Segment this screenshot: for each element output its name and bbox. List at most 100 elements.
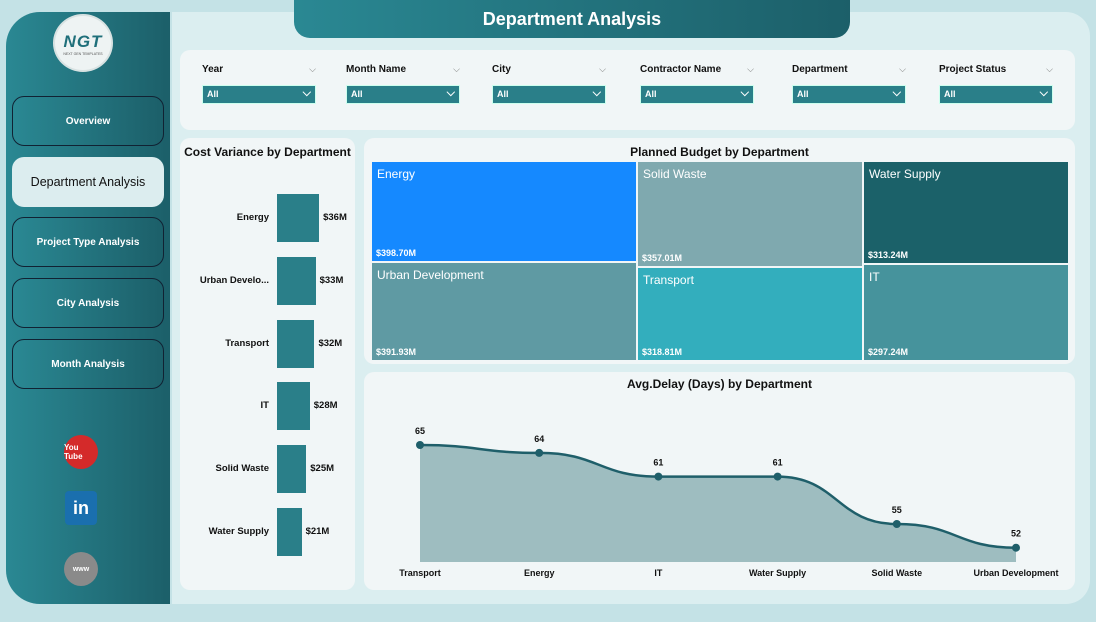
- bar[interactable]: [277, 508, 302, 556]
- filter-dropdown[interactable]: All ⌵: [202, 85, 316, 104]
- filter-dropdown[interactable]: All ⌵: [792, 85, 906, 104]
- dropdown-value: All: [645, 89, 657, 99]
- data-point[interactable]: [892, 520, 901, 528]
- chevron-down-icon: ⌵: [892, 87, 901, 99]
- bar-label: Urban Develo...: [199, 274, 269, 286]
- bar-label: Solid Waste: [215, 463, 270, 475]
- x-tick-label: Urban Development: [973, 568, 1058, 578]
- x-tick-label: Water Supply: [749, 568, 806, 578]
- tile-value: $357.01M: [642, 253, 683, 263]
- chevron-down-icon[interactable]: ⌵: [747, 64, 754, 74]
- treemap-tile[interactable]: Water Supply $313.24M: [864, 162, 1068, 263]
- filter-panel: [180, 50, 1075, 130]
- series-line: [419, 443, 1017, 549]
- chevron-down-icon[interactable]: ⌵: [309, 64, 316, 74]
- chevron-down-icon: ⌵: [302, 87, 311, 99]
- dropdown-value: All: [351, 89, 363, 99]
- data-label: 64: [534, 434, 544, 444]
- dropdown-value: All: [207, 89, 219, 99]
- bar[interactable]: [277, 319, 315, 368]
- x-tick-label: Energy: [524, 568, 555, 578]
- data-label: 61: [773, 458, 783, 468]
- data-label: 52: [1011, 529, 1021, 539]
- chevron-down-icon[interactable]: ⌵: [1046, 64, 1053, 74]
- tile-value: $313.24M: [868, 250, 909, 260]
- filter-label: Department: [792, 64, 848, 75]
- filter-label: Year: [202, 64, 224, 75]
- bar[interactable]: [277, 445, 307, 494]
- x-tick-label: IT: [654, 568, 663, 578]
- chevron-down-icon[interactable]: ⌵: [453, 64, 460, 74]
- dropdown-value: All: [497, 89, 509, 99]
- chevron-down-icon[interactable]: ⌵: [899, 64, 906, 74]
- chart-title: Cost Variance by Department: [184, 145, 351, 159]
- x-tick-label: Solid Waste: [871, 568, 922, 578]
- data-point[interactable]: [654, 472, 663, 481]
- treemap-tile[interactable]: Energy $398.70M: [372, 162, 636, 261]
- nav-project-type-analysis[interactable]: Project Type Analysis: [12, 217, 164, 267]
- tile-name: IT: [869, 270, 880, 284]
- logo-subtitle: NEXT GEN TEMPLATES: [63, 52, 103, 56]
- nav-month-analysis[interactable]: Month Analysis: [12, 339, 164, 389]
- x-tick-label: Transport: [399, 568, 441, 578]
- tile-value: $318.81M: [642, 347, 683, 357]
- globe-icon[interactable]: www: [64, 552, 98, 586]
- filter-city: City ⌵ All ⌵: [492, 64, 606, 104]
- chevron-down-icon: ⌵: [1039, 87, 1048, 99]
- filter-dropdown[interactable]: All ⌵: [346, 85, 460, 104]
- data-label: 55: [892, 505, 902, 515]
- bar[interactable]: [277, 256, 316, 305]
- filter-dropdown[interactable]: All ⌵: [939, 85, 1053, 104]
- youtube-icon[interactable]: You Tube: [64, 435, 98, 469]
- cost-variance-panel: Cost Variance by Department Energy $36M Ur…: [180, 138, 355, 590]
- bar-label: IT: [260, 400, 269, 412]
- chevron-down-icon[interactable]: ⌵: [599, 64, 606, 74]
- bar-value: $36M: [323, 212, 347, 223]
- logo: NGT NEXT GEN TEMPLATES: [53, 14, 113, 72]
- filter-dropdown[interactable]: All ⌵: [492, 85, 606, 104]
- chevron-down-icon: ⌵: [740, 87, 749, 99]
- filter-contractor-name: Contractor Name ⌵ All ⌵: [640, 64, 754, 104]
- data-point[interactable]: [535, 448, 544, 457]
- filter-label: City: [492, 64, 511, 75]
- tile-name: Water Supply: [869, 167, 941, 181]
- treemap-tile[interactable]: Urban Development $391.93M: [372, 263, 636, 360]
- filter-label: Month Name: [346, 64, 406, 75]
- data-label: 61: [653, 458, 663, 468]
- tile-name: Solid Waste: [643, 167, 707, 181]
- data-point[interactable]: [1012, 543, 1020, 552]
- area-fill: [420, 445, 1016, 562]
- nav-department-analysis[interactable]: Department Analysis: [12, 157, 164, 207]
- avg-delay-chart: 65 Transport 64 Energy 61 IT 61 Water Supply 55 S…: [399, 426, 1058, 578]
- bar-value: $21M: [305, 526, 330, 537]
- data-point[interactable]: [416, 441, 424, 449]
- bar-label: Energy: [236, 212, 269, 223]
- logo-text: NGT: [63, 32, 103, 51]
- data-label: 65: [415, 426, 425, 436]
- chart-title: Avg.Delay (Days) by Department: [627, 377, 812, 391]
- tile-name: Energy: [377, 167, 416, 181]
- data-point[interactable]: [773, 472, 782, 481]
- bar-label: Water Supply: [208, 526, 269, 537]
- linkedin-icon[interactable]: in: [65, 491, 97, 525]
- treemap-tile[interactable]: IT $297.24M: [864, 265, 1068, 360]
- filter-department: Department ⌵ All ⌵: [792, 64, 906, 104]
- filter-month-name: Month Name ⌵ All ⌵: [346, 64, 460, 104]
- filter-label: Project Status: [939, 64, 1007, 75]
- page-title: Department Analysis: [294, 0, 850, 38]
- treemap-tile[interactable]: Solid Waste $357.01M: [638, 162, 862, 266]
- nav-city-analysis[interactable]: City Analysis: [12, 278, 164, 328]
- dropdown-value: All: [797, 89, 809, 99]
- filter-dropdown[interactable]: All ⌵: [640, 85, 754, 104]
- nav-overview[interactable]: Overview: [12, 96, 164, 146]
- bar[interactable]: [277, 382, 310, 431]
- treemap-tile[interactable]: Transport $318.81M: [638, 268, 862, 360]
- bar-value: $32M: [318, 337, 343, 349]
- filter-label: Contractor Name: [640, 64, 722, 75]
- chevron-down-icon: ⌵: [446, 87, 455, 99]
- tile-value: $297.24M: [868, 347, 909, 357]
- filter-year: Year ⌵ All ⌵: [202, 64, 316, 104]
- dropdown-value: All: [944, 89, 956, 99]
- bar[interactable]: [277, 194, 320, 242]
- bar-value: $28M: [313, 400, 338, 412]
